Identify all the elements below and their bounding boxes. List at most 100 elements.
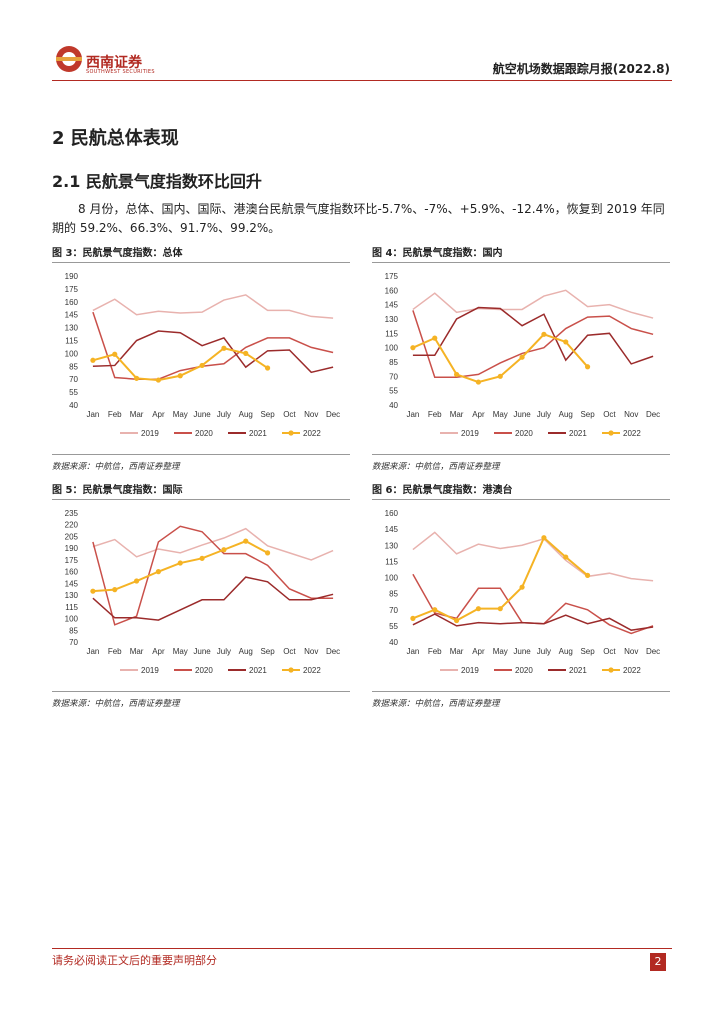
point [112, 587, 118, 593]
point [475, 379, 482, 385]
point [90, 588, 96, 594]
x-tick-label: May [173, 647, 188, 656]
series-line [92, 576, 334, 621]
legend-marker [608, 430, 614, 436]
y-tick-label: 175 [65, 285, 79, 294]
y-tick-label: 145 [65, 579, 79, 588]
point [243, 350, 249, 356]
legend-label: 2020 [195, 666, 213, 675]
y-tick-label: 85 [389, 358, 398, 367]
y-tick-label: 205 [65, 532, 79, 541]
y-tick-label: 70 [389, 372, 398, 381]
point [497, 606, 503, 612]
y-tick-label: 40 [69, 401, 78, 410]
y-tick-label: 145 [385, 301, 399, 310]
point [432, 607, 438, 613]
legend-label: 2021 [569, 429, 587, 438]
point [410, 615, 416, 621]
chart-title: 图 4：民航景气度指数：国内 [372, 244, 670, 263]
x-tick-label: Apr [472, 410, 485, 419]
point [563, 339, 569, 345]
x-tick-label: Dec [646, 410, 660, 419]
legend-label: 2022 [623, 429, 641, 438]
y-tick-label: 160 [65, 568, 79, 577]
point [199, 362, 205, 369]
x-tick-label: Feb [108, 410, 122, 419]
legend-marker [288, 667, 294, 673]
x-tick-label: Aug [559, 410, 573, 419]
chart-title: 图 5：民航景气度指数：国际 [52, 481, 350, 500]
point [453, 371, 460, 378]
legend-label: 2020 [515, 666, 533, 675]
x-tick-label: Sep [260, 647, 275, 656]
x-tick-label: Aug [239, 410, 253, 419]
x-tick-label: Oct [603, 647, 616, 656]
logo-name: 西南证券 [86, 55, 142, 71]
y-tick-label: 100 [65, 615, 79, 624]
x-tick-label: June [513, 410, 531, 419]
x-tick-label: Sep [580, 410, 595, 419]
y-tick-label: 130 [385, 315, 399, 324]
point [133, 375, 140, 381]
chart: 40 55 70 85 100 115 130 145 160 Jan Feb Mar Apr May Ju… [385, 509, 661, 675]
x-tick-label: Apr [152, 410, 165, 419]
x-tick-label: Dec [326, 647, 340, 656]
point [221, 345, 227, 351]
point [177, 373, 183, 379]
x-tick-label: Aug [559, 647, 573, 656]
series-line [412, 310, 654, 379]
x-tick-label: Oct [603, 410, 616, 419]
x-tick-label: June [513, 647, 531, 656]
x-tick-label: Apr [472, 647, 485, 656]
x-tick-label: Jan [86, 647, 99, 656]
point [563, 554, 569, 560]
chart: 40 55 70 85 100 115 130 145 160 175 Jan Feb Mar Apr Ma… [385, 272, 661, 438]
y-tick-label: 70 [69, 375, 78, 384]
point [133, 578, 140, 584]
point [243, 538, 249, 544]
x-tick-label: May [493, 410, 508, 419]
y-tick-label: 220 [65, 521, 79, 530]
legend-label: 2019 [461, 666, 479, 675]
x-tick-label: Nov [304, 410, 318, 419]
point [497, 373, 503, 379]
chart-source: 数据来源：中航信，西南证券整理 [372, 454, 670, 472]
y-tick-label: 115 [385, 557, 398, 566]
logo-icon [56, 46, 82, 72]
x-tick-label: Nov [304, 647, 318, 656]
chart-source: 数据来源：中航信，西南证券整理 [372, 691, 670, 709]
legend-label: 2022 [303, 429, 321, 438]
chart-title: 图 3：民航景气度指数：总体 [52, 244, 350, 263]
point [432, 335, 438, 341]
chart-title: 图 6：民航景气度指数：港澳台 [372, 481, 670, 500]
y-tick-label: 85 [69, 362, 78, 371]
y-tick-label: 175 [385, 272, 399, 281]
y-tick-label: 130 [65, 324, 79, 333]
page-number: 2 [650, 953, 666, 971]
legend-marker [288, 430, 294, 436]
chart-source: 数据来源：中航信，西南证券整理 [52, 691, 350, 709]
legend-label: 2021 [569, 666, 587, 675]
legend-label: 2019 [141, 429, 159, 438]
x-tick-label: Jan [406, 647, 419, 656]
y-tick-label: 160 [65, 298, 79, 307]
footer-rule [52, 948, 672, 949]
point [541, 331, 547, 337]
y-tick-label: 130 [385, 541, 399, 550]
y-tick-label: 55 [69, 388, 78, 397]
legend-label: 2019 [461, 429, 479, 438]
y-tick-label: 145 [385, 525, 399, 534]
y-tick-label: 190 [65, 544, 79, 553]
legend-label: 2021 [249, 666, 267, 675]
series-line [412, 613, 654, 631]
x-tick-label: Mar [450, 647, 464, 656]
legend-label: 2021 [249, 429, 267, 438]
x-tick-label: Mar [130, 410, 144, 419]
y-tick-label: 55 [389, 387, 398, 396]
y-tick-label: 85 [389, 590, 398, 599]
x-tick-label: July [217, 410, 231, 419]
y-tick-label: 85 [69, 626, 78, 635]
point [584, 572, 591, 578]
y-tick-label: 160 [385, 509, 399, 518]
